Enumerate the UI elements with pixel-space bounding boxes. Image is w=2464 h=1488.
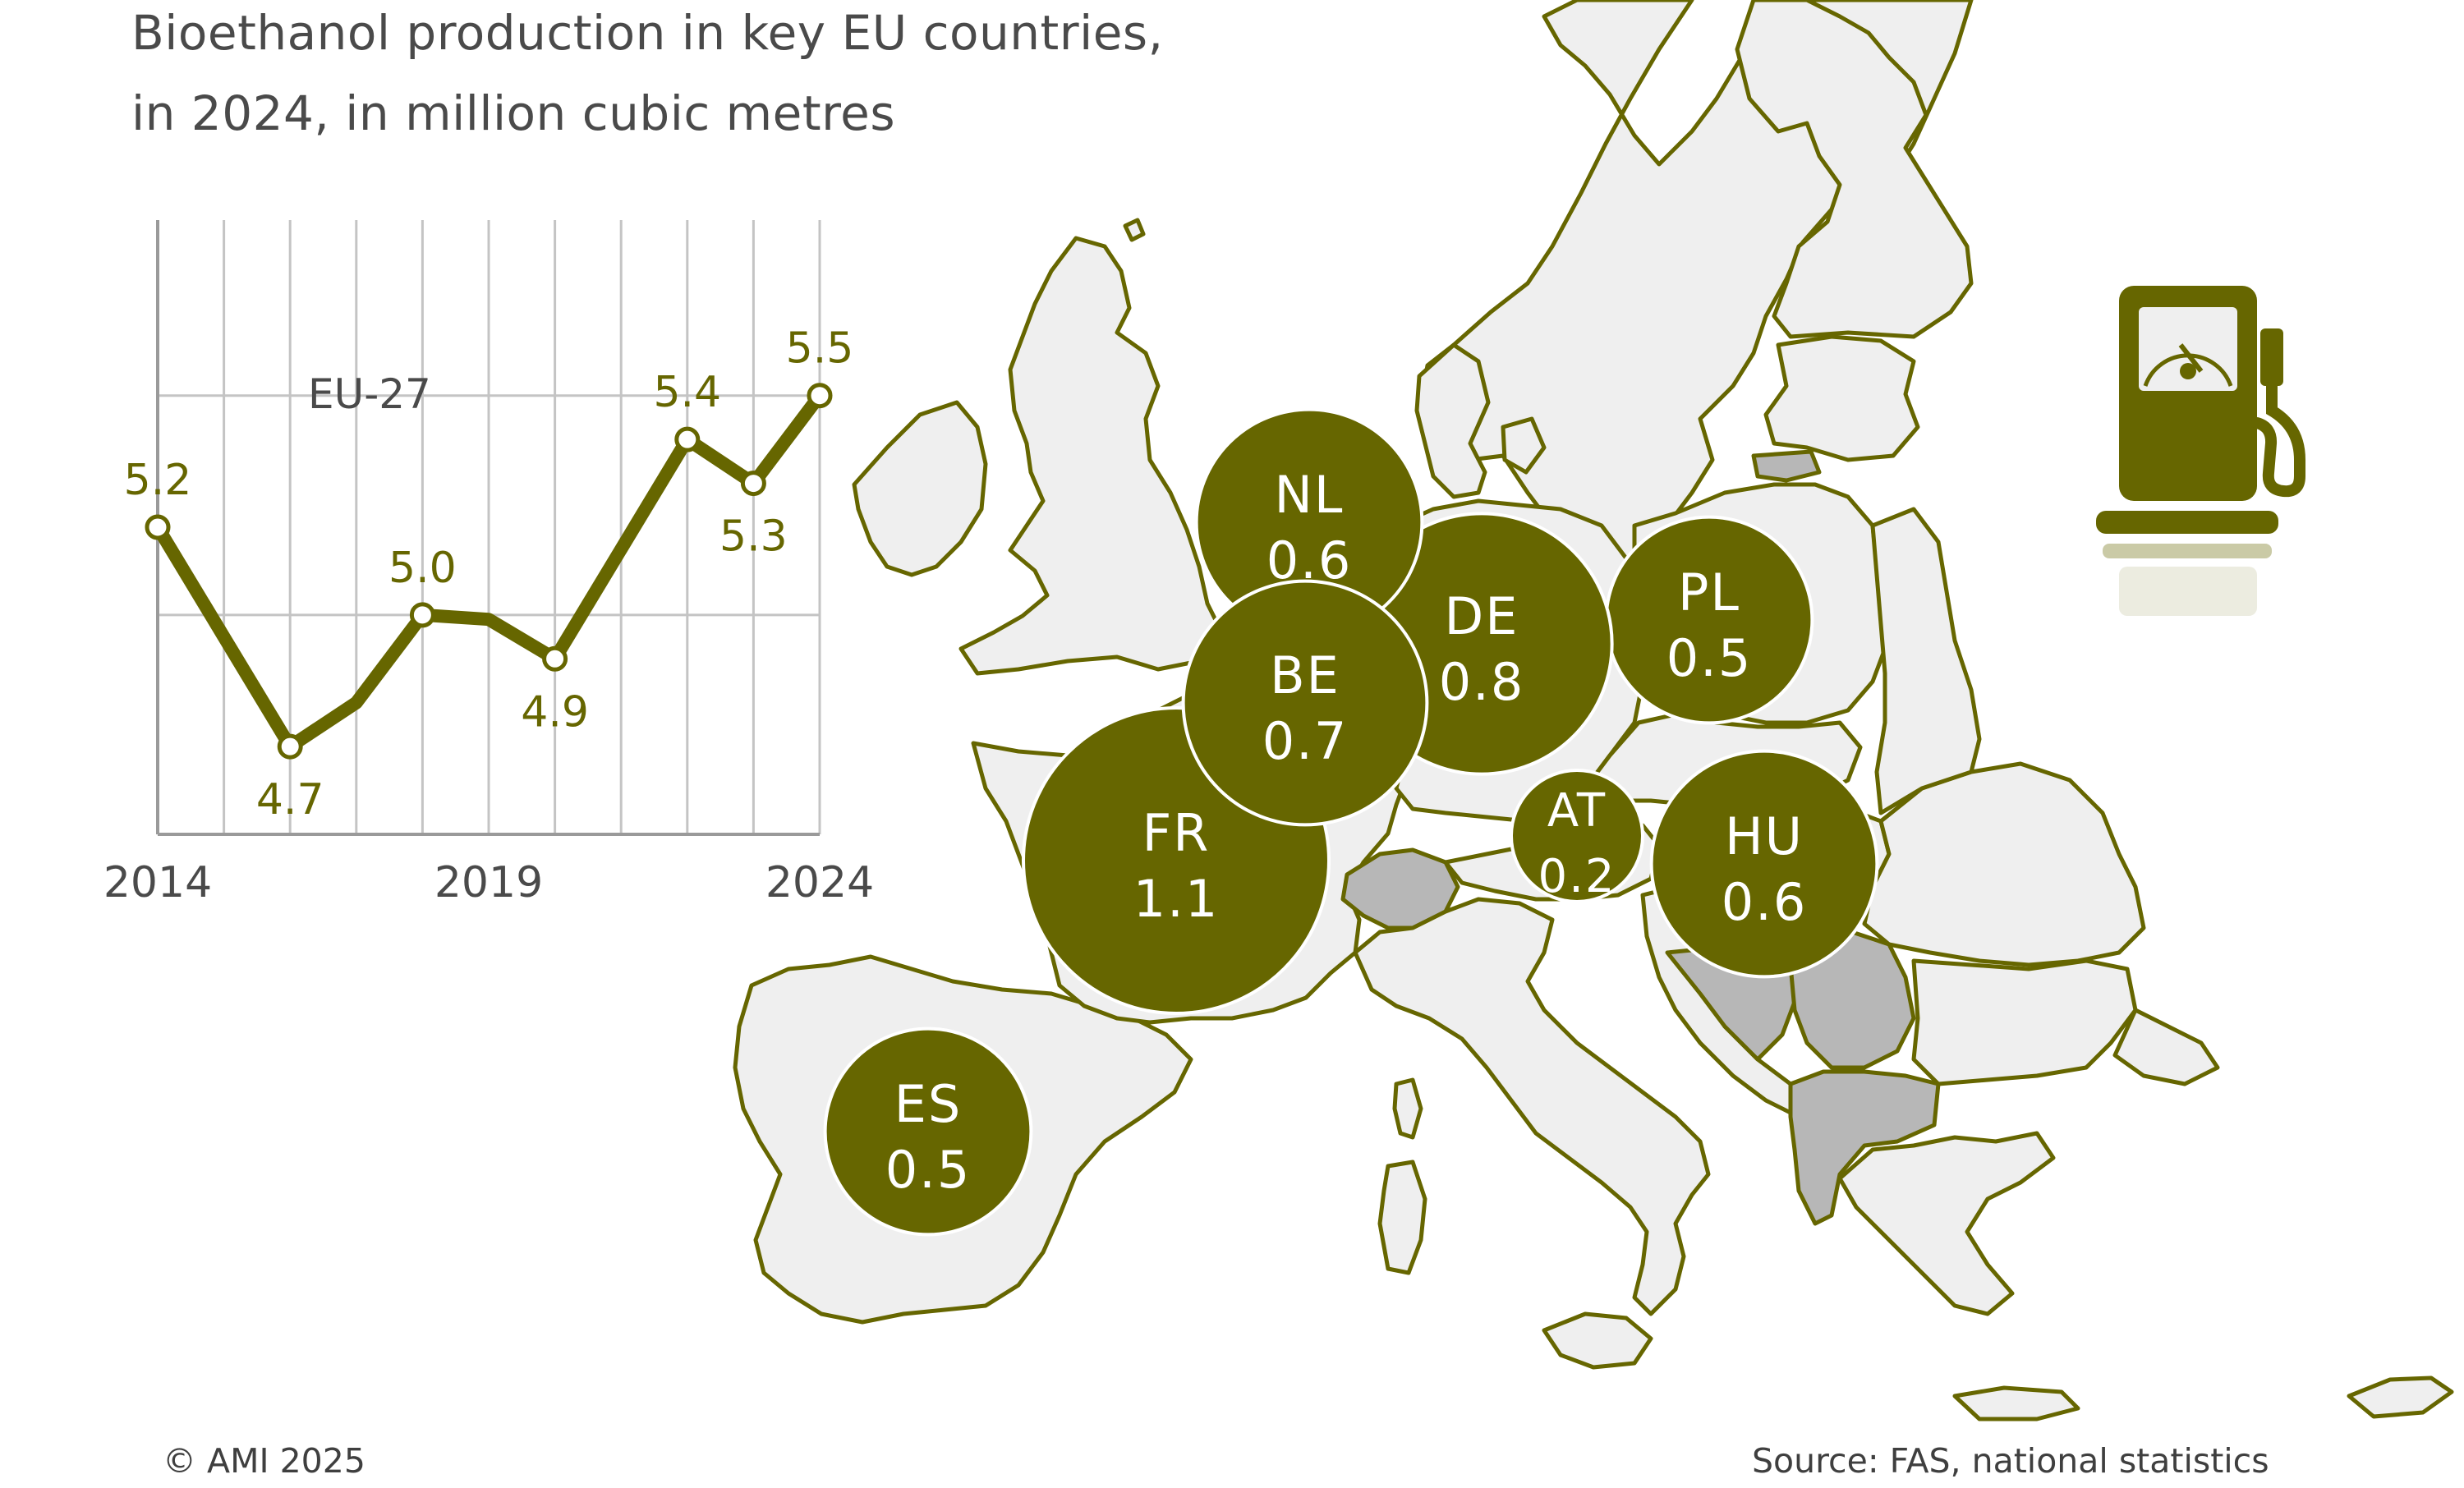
x-axis-tick-labels: 2014 2019 2024 [103,858,874,907]
data-point [542,645,568,672]
data-label: 4.7 [256,775,324,824]
bubble-country-label: FR [1142,803,1211,863]
x-tick-label: 2024 [765,858,874,907]
data-label: 4.9 [521,687,589,737]
data-point [409,602,435,628]
data-point [674,426,701,452]
map-crete [1952,1385,2080,1421]
bubble-at: AT 0.2 [1510,769,1644,903]
map-corsica [1392,1077,1423,1140]
bubble-country-label: DE [1445,586,1519,646]
map-turkey-edge [2112,1008,2220,1086]
map-kaliningrad [1751,449,1822,483]
map-finland [1735,0,1974,339]
map-italy [1353,897,1711,1316]
chart-grid [156,220,821,836]
bubble-country-label: NL [1275,465,1345,525]
bubble-country-label: HU [1725,806,1804,866]
series-points [145,383,833,760]
bubble-country-label: AT [1547,784,1607,838]
chart-title-line-1: Bioethanol production in key EU countrie… [131,5,1164,61]
eu27-line-chart: EU-27 2014 2019 2024 5.2 4.7 5.0 4.9 5.4 5.3 5.5 [103,220,874,907]
bubble-country-label: BE [1270,645,1340,705]
data-label: 5.2 [124,456,192,505]
bubble-value-label: 0.5 [885,1140,972,1200]
data-point [277,733,303,760]
map-cyprus [2347,1375,2454,1419]
map-bulgaria [1911,958,2138,1086]
fuel-pump-icon [2096,286,2305,616]
x-tick-label: 2014 [103,858,212,907]
bubble-value-label: 0.2 [1538,850,1616,903]
series-line-eu27 [151,388,826,754]
map-denmark [1414,342,1491,499]
bubble-circle [823,1026,1033,1237]
bubble-value-label: 0.7 [1262,711,1349,771]
data-point [145,514,171,540]
bubble-be: BE0.7 [1181,579,1429,827]
data-point [740,471,766,497]
data-label: 5.5 [786,324,854,374]
x-tick-label: 2019 [434,858,543,907]
bubble-value-label: 0.6 [1722,872,1808,932]
data-label: 5.3 [719,512,788,562]
map-zealand [1501,416,1547,475]
chart-title-line-2: in 2024, in million cubic metres [131,85,896,141]
map-great-britain [958,236,1226,676]
map-montenegro-albania-macedonia [1788,1069,1941,1226]
bubble-hu: HU0.6 [1649,749,1879,979]
map-orkney [1123,218,1146,242]
map-sardinia [1377,1160,1427,1275]
data-point [807,383,833,409]
bubble-nl: NL0.6 [1194,407,1424,637]
bubble-es: ES0.5 [823,1026,1033,1237]
data-label: 5.4 [653,368,721,417]
data-labels: 5.2 4.7 5.0 4.9 5.4 5.3 5.5 [124,324,854,824]
bubble-value-label: 0.5 [1666,628,1753,688]
map-greece [1837,1131,2056,1316]
map-baltics [1763,334,1920,462]
bubble-value-label: 0.8 [1439,652,1525,712]
bubble-circle [1181,579,1429,827]
bubble-pl: PL 0.5 [1604,515,1814,725]
bubble-circle [1510,769,1644,903]
bubble-circle [1649,749,1879,979]
source-note: Source: FAS, national statistics [1752,1441,2269,1481]
data-label: 5.0 [388,544,457,593]
copyright-notice: © AMI 2025 [163,1441,365,1481]
bubble-country-label: ES [894,1074,963,1134]
bubble-country-label: PL [1678,563,1740,622]
bubble-value-label: 1.1 [1133,869,1220,929]
series-label-eu27: EU-27 [308,370,431,418]
map-ukraine-edge [1870,507,1982,815]
map-sicily [1542,1311,1653,1370]
map-ireland [852,400,988,577]
map-romania [1862,761,2146,967]
